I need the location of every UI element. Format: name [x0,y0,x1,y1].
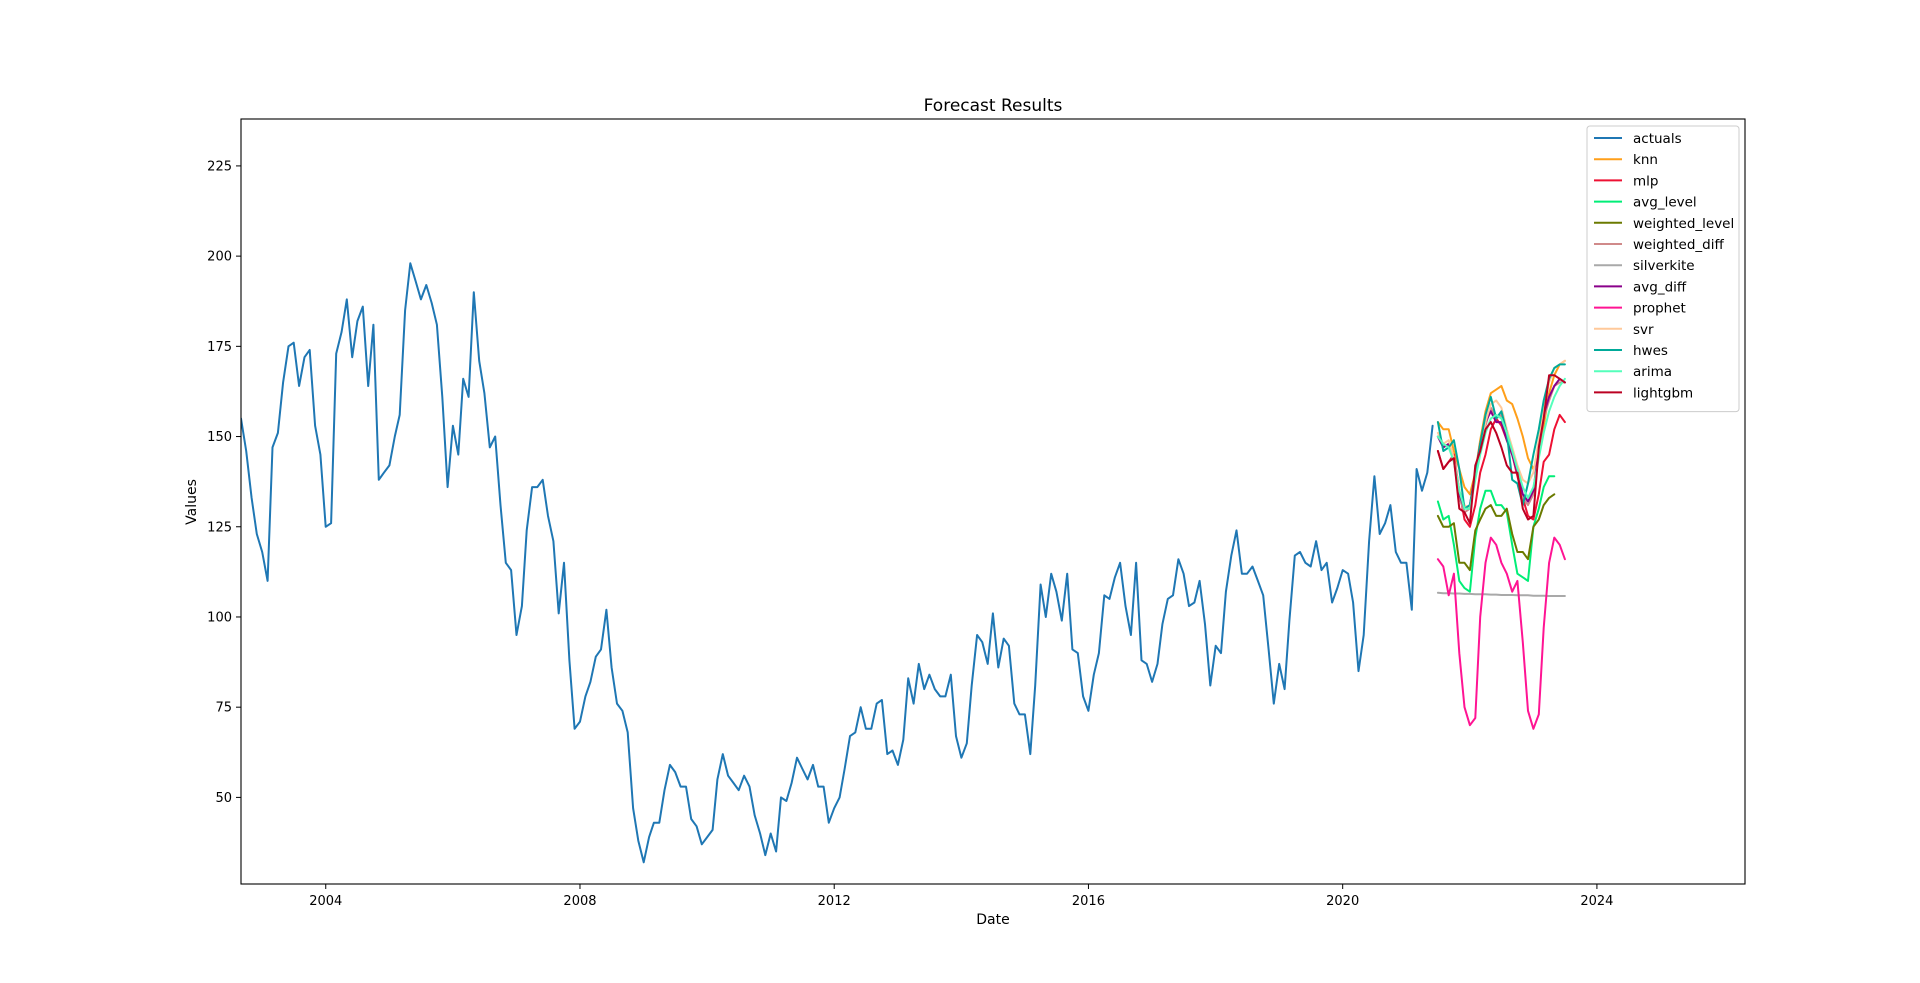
series-line-hwes [1436,363,1566,510]
legend-label: avg_diff [1633,279,1687,295]
x-tick-label: 2024 [1580,894,1613,909]
series-line-silverkite [1436,591,1566,597]
plot-frame [240,118,1746,885]
y-axis: 50 75 100 125 150 175 200 225 [207,159,241,806]
legend-label: mlp [1633,173,1658,189]
legend-label: silverkite [1633,258,1695,274]
x-tick-label: 2004 [309,894,342,909]
x-tick-label: 2016 [1072,894,1105,909]
x-axis-title: Date [976,912,1009,928]
plot-area [241,262,1566,864]
legend-label: avg_level [1633,195,1697,211]
x-tick-label: 2020 [1326,894,1359,909]
legend-label: knn [1633,152,1658,168]
legend-label: svr [1633,322,1654,338]
chart-title: Forecast Results [924,96,1063,116]
y-tick-label: 100 [207,610,232,625]
series-line-actuals [241,262,1434,864]
y-tick-label: 50 [215,791,232,806]
y-tick-label: 75 [215,701,232,716]
legend-label: prophet [1633,301,1686,317]
x-axis: 2004 2008 2012 2016 2020 2024 [309,884,1613,909]
legend-box [1586,125,1740,413]
x-tick-label: 2008 [563,894,596,909]
legend-label: weighted_diff [1633,237,1724,253]
legend-label: actuals [1633,131,1682,147]
legend-label: lightgbm [1633,385,1693,401]
legend-label: arima [1633,364,1672,380]
x-tick-label: 2012 [818,894,851,909]
y-tick-label: 225 [207,159,232,174]
series-layer [241,262,1566,864]
y-axis-title: Values [184,479,200,525]
series-line-arima [1436,377,1566,510]
y-tick-label: 150 [207,430,232,445]
legend: actuals knn mlp avg_level weighted_levelweig… [1586,125,1740,413]
legend-label: weighted_level [1633,216,1734,232]
legend-label: hwes [1633,343,1668,359]
series-line-prophet [1436,536,1566,730]
series-line-avg-level [1436,475,1556,593]
series-line-lightgbm [1436,374,1566,525]
series-line-weighted-level [1436,493,1556,572]
y-tick-label: 200 [207,250,232,265]
y-tick-label: 175 [207,340,232,355]
y-tick-label: 125 [207,520,232,535]
